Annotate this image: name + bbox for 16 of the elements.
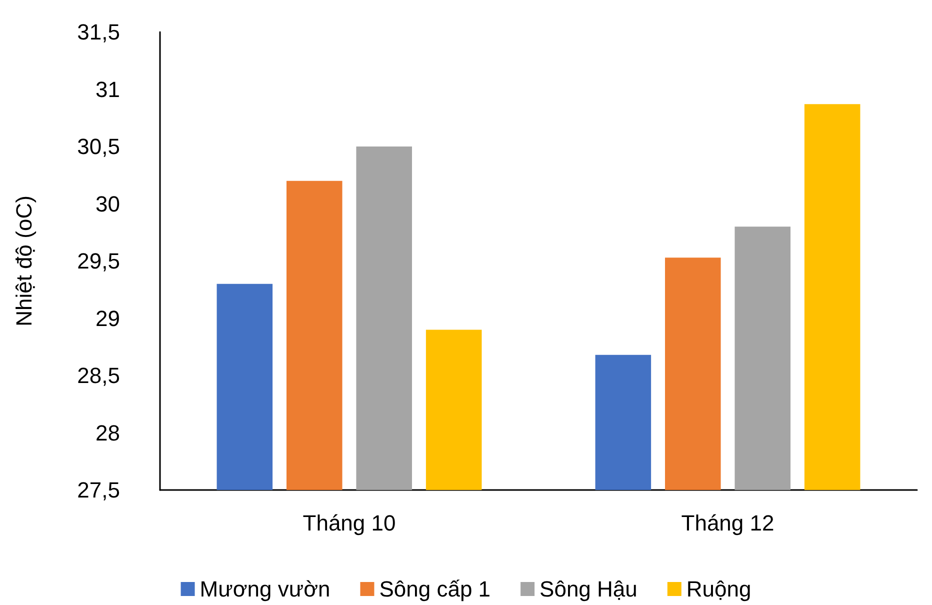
y-tick-label: 30,5	[77, 134, 120, 159]
y-tick-label: 28	[96, 420, 120, 446]
y-tick-label: 28,5	[77, 363, 120, 388]
y-tick-label: 27,5	[77, 478, 120, 502]
y-tick-label: 29	[96, 306, 120, 331]
y-tick-label: 31	[96, 76, 120, 102]
y-tick-label: 29,5	[77, 248, 120, 274]
legend-label: Ruộng	[686, 576, 752, 602]
y-axis-title: Nhiệt độ (oC)	[12, 196, 36, 326]
legend-label: Mương vườn	[200, 576, 330, 602]
y-tick-label: 31,5	[77, 20, 120, 44]
x-tick-label: Tháng 10	[302, 510, 396, 536]
x-tick-label: Tháng 12	[681, 510, 774, 536]
y-tick-label: 30	[96, 191, 120, 216]
legend-label: Sông cấp 1	[379, 576, 491, 602]
legend-label: Sông Hậu	[540, 576, 638, 602]
